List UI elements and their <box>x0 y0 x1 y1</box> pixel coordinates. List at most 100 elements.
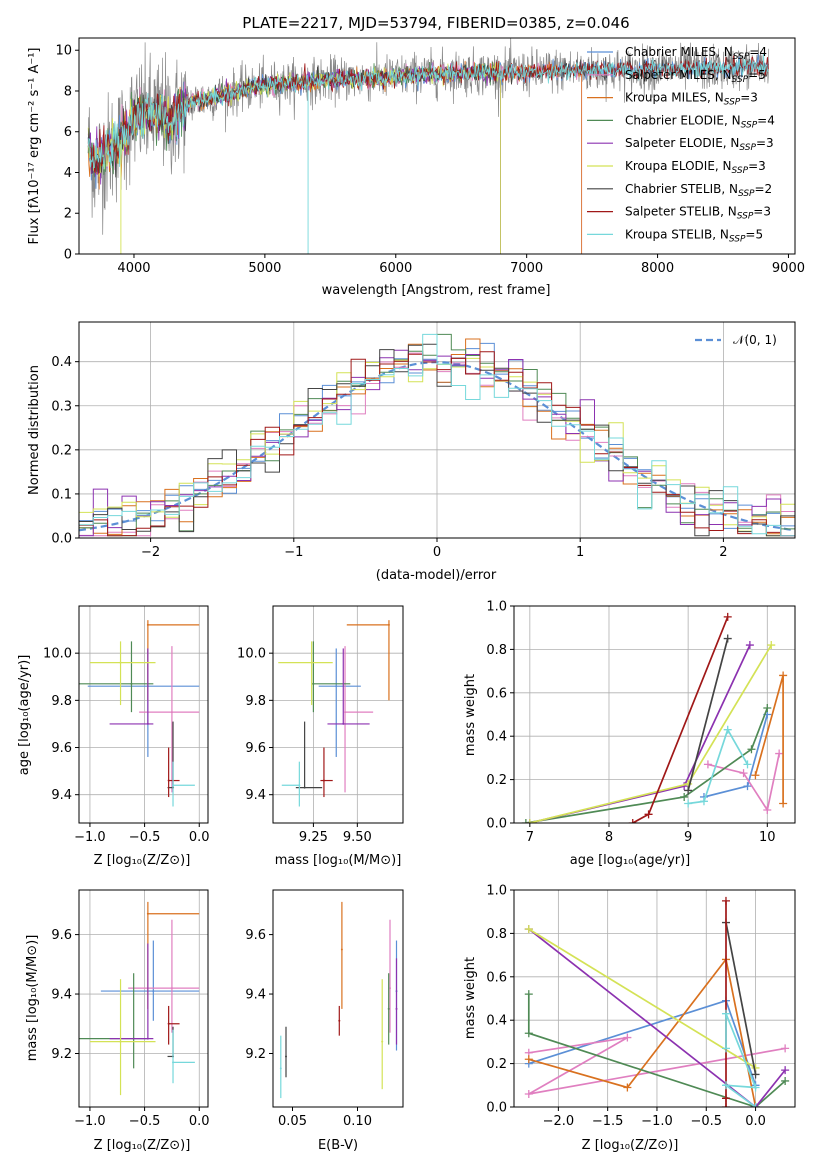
plot-marks <box>87 38 770 254</box>
plus-marker <box>751 1083 760 1092</box>
data-point <box>387 1007 390 1010</box>
plus-marker <box>723 612 732 621</box>
plus-marker <box>763 703 772 712</box>
plus-marker <box>684 786 693 795</box>
y-tick-label: 8 <box>64 84 72 99</box>
plus-marker <box>524 1089 533 1098</box>
y-tick-label: 9.6 <box>245 928 266 943</box>
plot-marks <box>79 333 795 537</box>
data-point <box>338 1019 341 1022</box>
weight-series-line <box>687 638 729 791</box>
plus-marker <box>721 1009 730 1018</box>
plus-marker <box>721 1044 730 1053</box>
y-tick-label: 0.0 <box>486 1101 507 1116</box>
y-tick-label: 0.3 <box>51 399 72 414</box>
age-vs-mass-panel: 9.25 9.50 9.4 9.6 9.8 10.0 mass [log₁₀(M/M⊙)] <box>237 605 404 868</box>
y-tick-label: 0.6 <box>486 686 507 701</box>
x-tick-label: −0.5 <box>129 1114 161 1129</box>
y-tick-label: 0.0 <box>51 532 72 547</box>
axes-frame <box>272 889 404 1108</box>
y-tick-label: 9.8 <box>245 694 266 709</box>
data-point <box>285 1055 287 1058</box>
plus-marker <box>723 634 732 643</box>
x-tick-label: 0.10 <box>343 1114 372 1129</box>
data-point <box>322 779 325 782</box>
plus-marker <box>781 1044 790 1053</box>
mass-ebv-xlabel: E(B-V) <box>318 1138 358 1153</box>
data-point <box>167 779 170 782</box>
data-point <box>146 1037 149 1040</box>
plus-marker <box>739 769 748 778</box>
plus-marker <box>743 782 752 791</box>
data-point <box>170 987 173 990</box>
axes-frame <box>272 605 404 824</box>
axes-frame <box>78 605 209 824</box>
x-tick-label: 4000 <box>117 261 150 276</box>
y-tick-label: 0.2 <box>486 773 507 788</box>
age-mass-xlabel: mass [log₁₀(M/M⊙)] <box>275 853 402 868</box>
weight-series-line <box>528 928 757 1069</box>
weight-series-line <box>707 753 781 813</box>
weight-series-line <box>528 928 786 1107</box>
data-point <box>303 786 306 789</box>
axes-frame <box>78 321 796 539</box>
plus-marker <box>623 1033 632 1042</box>
plus-marker <box>745 641 754 650</box>
weight-series-line <box>687 727 749 805</box>
spectrum-panel: PLATE=2217, MJD=53794, FIBERID=0385, z=0… <box>27 14 805 298</box>
axes-frame <box>78 889 209 1108</box>
data-point <box>298 784 301 787</box>
y-tick-label: 9.6 <box>51 928 72 943</box>
y-tick-label: 0.2 <box>486 1057 507 1072</box>
x-tick-label: 9 <box>684 830 692 845</box>
plus-marker <box>751 1103 760 1107</box>
x-tick-label: −1.5 <box>592 1114 624 1129</box>
weight-z-xlabel: Z [log₁₀(Z/Z⊙)] <box>582 1138 679 1153</box>
y-tick-label: 9.2 <box>51 1047 72 1062</box>
weight-age-ylabel: mass weight <box>463 674 478 756</box>
plus-marker <box>721 1103 730 1107</box>
residual-histogram-step <box>79 351 795 537</box>
plus-marker <box>524 1029 533 1038</box>
data-point <box>152 990 155 993</box>
y-tick-label: 9.4 <box>51 788 72 803</box>
y-tick-label: 2 <box>64 207 72 222</box>
plus-marker <box>763 805 772 814</box>
weight-age-xlabel: age [log₁₀(age/yr)] <box>570 853 691 868</box>
weight-series-line <box>528 1036 786 1095</box>
mass-vs-z-panel: −1.0 −0.5 0.0 9.2 9.4 9.6 Z [log₁₀(Z/Z⊙)] mas… <box>25 889 210 1153</box>
x-tick-label: 2 <box>719 545 727 560</box>
data-point <box>395 1007 398 1010</box>
spectrum-title: PLATE=2217, MJD=53794, FIBERID=0385, z=0… <box>242 14 629 32</box>
plot-marks <box>278 620 390 807</box>
x-tick-label: 8000 <box>641 261 674 276</box>
plus-marker <box>723 725 732 734</box>
plus-marker <box>524 925 533 934</box>
plot-marks <box>79 620 200 807</box>
y-tick-label: 9.4 <box>51 988 72 1003</box>
plus-marker <box>524 1055 533 1064</box>
y-tick-label: 10.0 <box>43 647 72 662</box>
x-tick-label: 7 <box>526 830 534 845</box>
axes-frame <box>513 605 796 824</box>
y-tick-label: 0.8 <box>486 927 507 942</box>
plus-marker <box>684 799 693 808</box>
x-tick-label: −1.0 <box>641 1114 673 1129</box>
plus-marker <box>781 1066 790 1075</box>
data-point <box>146 722 149 725</box>
y-tick-label: 9.6 <box>245 741 266 756</box>
plot-marks <box>79 901 200 1096</box>
axes-frame <box>513 889 796 1108</box>
x-tick-label: 0.0 <box>189 830 210 845</box>
plus-marker <box>623 1083 632 1092</box>
data-point <box>119 1040 122 1043</box>
model-spectrum-line <box>87 53 769 170</box>
plot-marks <box>524 896 790 1107</box>
x-tick-label: 10 <box>759 830 776 845</box>
data-point <box>340 948 343 951</box>
weight-series-line <box>528 957 757 1107</box>
x-tick-label: 6000 <box>379 261 412 276</box>
y-tick-label: 9.8 <box>51 694 72 709</box>
weight-series-line <box>703 714 769 798</box>
x-tick-label: 7000 <box>510 261 543 276</box>
